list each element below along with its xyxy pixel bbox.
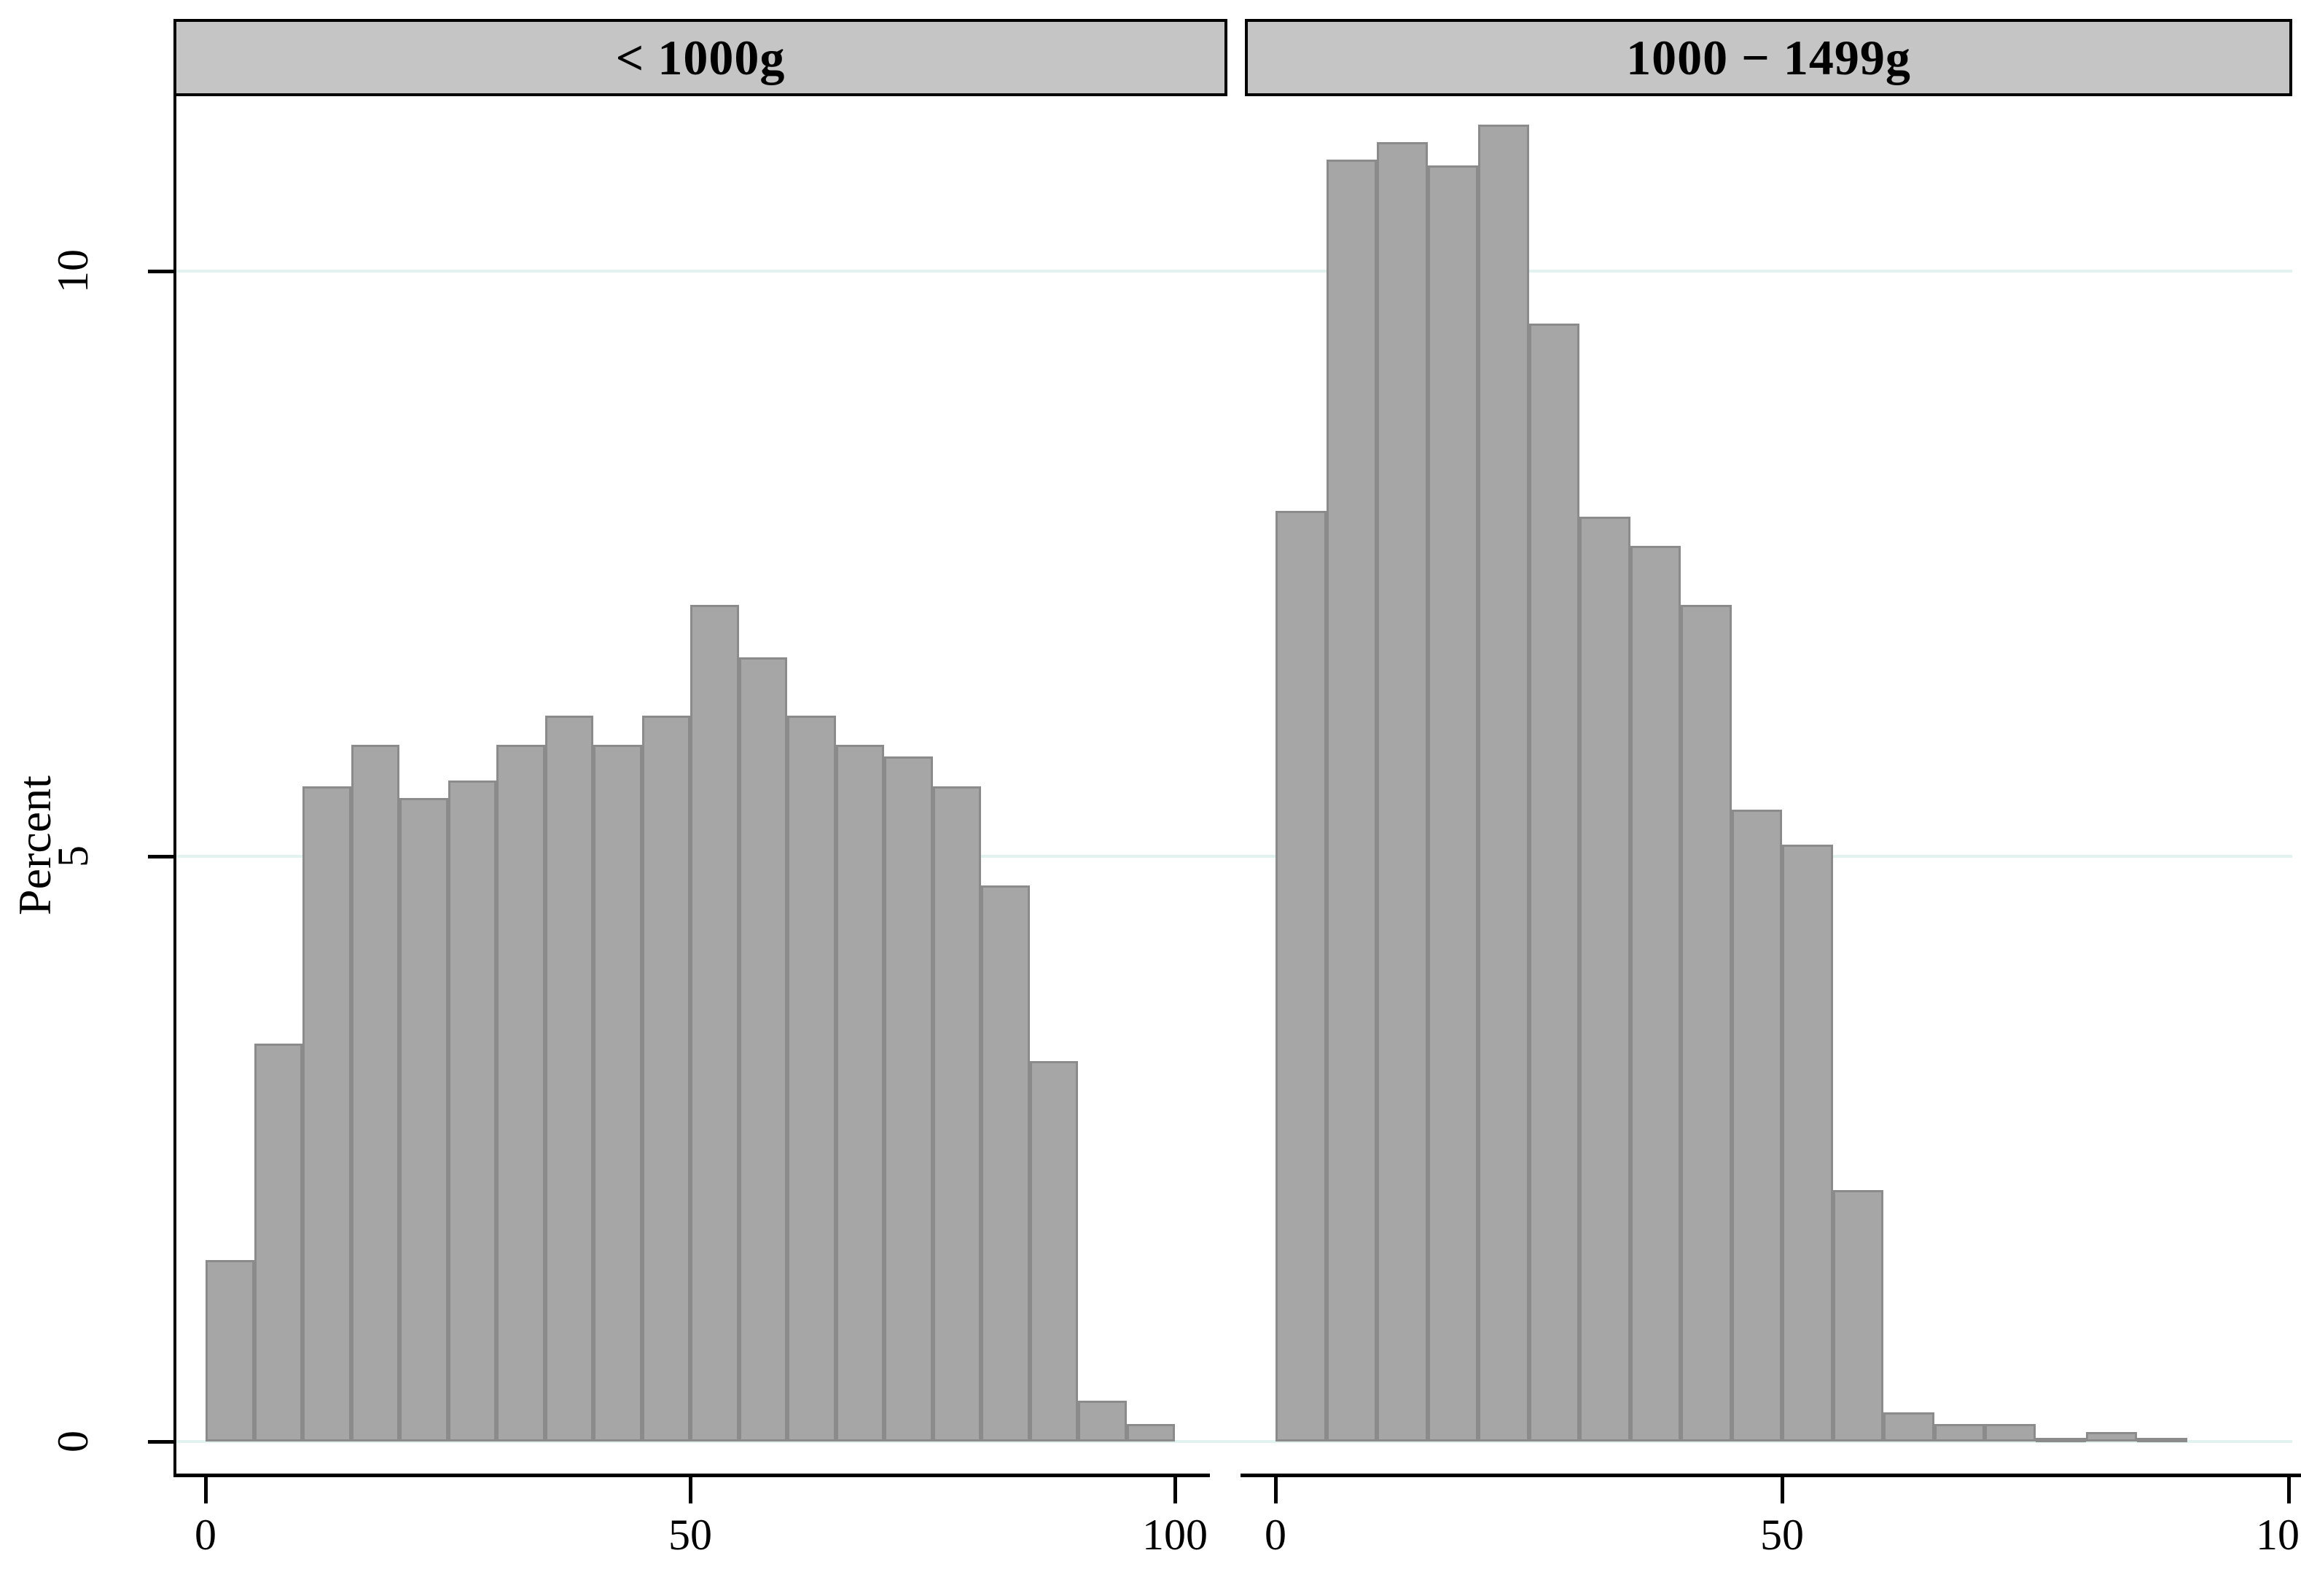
x-axis-line	[1241, 1474, 2301, 1477]
gridline	[175, 1440, 2292, 1443]
histogram-bar	[1126, 1423, 1175, 1442]
histogram-bar	[1782, 844, 1833, 1442]
x-tick	[1173, 1477, 1177, 1503]
histogram-bar	[1731, 809, 1782, 1442]
histogram-bar	[399, 797, 448, 1442]
y-axis-line	[173, 96, 176, 1477]
histogram-bar	[1377, 142, 1428, 1442]
x-tick-label: 100	[1142, 1511, 1208, 1559]
y-tick	[148, 269, 175, 273]
y-tick-label: 10	[49, 249, 97, 293]
histogram-bar	[206, 1260, 254, 1442]
histogram-bar	[496, 745, 545, 1442]
histogram-bar	[1832, 1189, 1883, 1442]
histogram-bar	[1883, 1412, 1934, 1442]
histogram-bar	[1427, 165, 1478, 1442]
x-tick-label: 100	[2256, 1511, 2301, 1559]
x-tick	[2286, 1477, 2291, 1503]
histogram-bar	[738, 657, 787, 1442]
y-tick	[148, 854, 175, 858]
x-tick-label: 50	[1760, 1511, 1804, 1559]
y-tick-label: 5	[49, 845, 97, 867]
histogram-bar	[1478, 125, 1529, 1442]
histogram-bar	[2086, 1432, 2137, 1442]
histogram-bar	[1275, 511, 1327, 1442]
histogram-bar	[254, 1043, 302, 1442]
histogram-bar	[641, 716, 690, 1442]
histogram-bar	[302, 786, 351, 1442]
gridline	[175, 855, 2292, 858]
y-tick-label: 0	[49, 1431, 97, 1452]
panel-title-1000-1499g: 1000 − 1499g	[1245, 19, 2292, 96]
gridline	[175, 270, 2292, 273]
histogram-bar	[932, 786, 981, 1442]
histogram-bar	[1528, 324, 1579, 1442]
panel-title-lt1000g: < 1000g	[173, 19, 1227, 96]
x-tick-label: 0	[1265, 1511, 1286, 1559]
histogram-bar	[787, 716, 836, 1442]
histogram-bar	[1630, 546, 1681, 1442]
x-tick	[1273, 1477, 1278, 1503]
histogram-bar	[1029, 1061, 1078, 1442]
x-tick	[688, 1477, 692, 1503]
x-tick-label: 0	[195, 1511, 216, 1559]
histogram-bar	[1934, 1423, 1985, 1442]
histogram-bar	[1681, 604, 1732, 1442]
x-tick	[203, 1477, 208, 1503]
histogram-bar	[1985, 1423, 2036, 1442]
histogram-bar	[690, 604, 739, 1442]
histogram-bar	[1579, 517, 1630, 1442]
x-axis-line	[175, 1474, 1210, 1477]
y-tick	[148, 1439, 175, 1444]
histogram-bar	[884, 756, 933, 1442]
histogram-bar	[448, 780, 496, 1442]
histogram-bar	[351, 745, 399, 1442]
histogram-bar	[1326, 160, 1377, 1442]
x-tick-label: 50	[668, 1511, 712, 1559]
histogram-bar	[981, 885, 1030, 1442]
histogram-bar	[2136, 1438, 2187, 1443]
histogram-bar	[1078, 1400, 1127, 1442]
histogram-bar	[593, 745, 642, 1442]
histogram-bar	[835, 745, 884, 1442]
histogram-bar	[2035, 1438, 2086, 1443]
y-axis-title: Percent	[9, 775, 60, 915]
x-tick	[1780, 1477, 1784, 1503]
histogram-bar	[544, 716, 593, 1442]
